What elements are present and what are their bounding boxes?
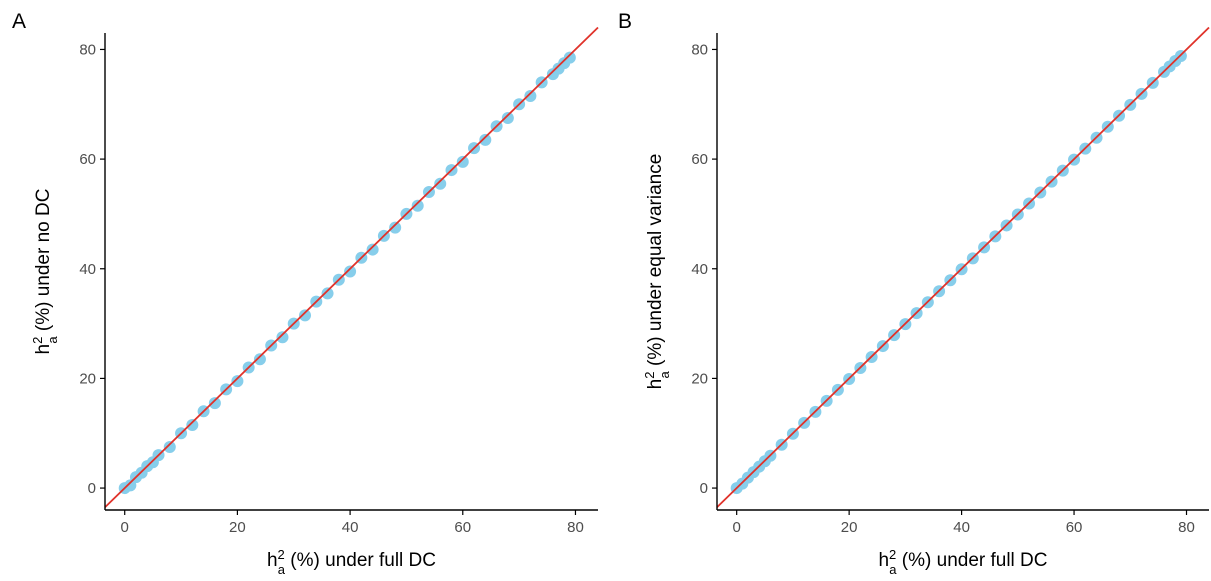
data-point: [276, 331, 289, 344]
x-axis-title: h2 a (%) under full DC: [267, 547, 436, 577]
y-axis-title-rest: (%) under no DC: [33, 189, 54, 337]
y-tick-label: 40: [691, 261, 708, 278]
data-point: [563, 51, 576, 64]
y-axis-title-superscript: 2: [642, 372, 657, 379]
data-point: [253, 353, 266, 366]
y-axis-title-superscript: 2: [30, 337, 45, 344]
y-tick-label: 80: [691, 41, 708, 58]
y-tick-label: 40: [79, 261, 96, 278]
data-point: [501, 111, 514, 124]
x-axis-title-subscript: a: [278, 562, 286, 577]
y-tick-label: 20: [79, 370, 96, 387]
panel-label: B: [618, 10, 632, 33]
chart-panel-b: B 0 20 40 60 80 0 20 40 60 80 h2 a (%) under full DC…: [612, 0, 1211, 581]
x-axis-title-superscript: 2: [278, 547, 285, 562]
y-tick-label: 80: [79, 41, 96, 58]
data-point: [231, 375, 244, 388]
chart-panel-a: A 0 20 40 60 80 0 20 40 60 80 h2 a (%) under full DC…: [0, 0, 605, 581]
x-axis-title-base: h: [878, 550, 889, 571]
reference-line: [716, 26, 1210, 508]
x-tick-label: 80: [567, 519, 584, 536]
x-tick-label: 20: [841, 519, 858, 536]
data-point: [366, 243, 379, 256]
y-axis-title-rest: (%) under equal variance: [645, 154, 666, 372]
panel-label: A: [12, 10, 26, 33]
y-tick-label: 0: [700, 480, 708, 497]
y-axis-title-subscript: a: [657, 371, 672, 379]
y-tick-label: 60: [79, 151, 96, 168]
data-point: [411, 199, 424, 212]
y-tick-label: 60: [691, 151, 708, 168]
data-point: [163, 440, 176, 453]
x-axis-title-superscript: 2: [889, 547, 896, 562]
y-axis-title-subscript: a: [45, 336, 60, 344]
y-axis-title: h2a (%) under no DC: [30, 189, 60, 355]
data-point: [186, 419, 199, 432]
x-tick-label: 0: [121, 519, 129, 536]
x-axis-title-subscript: a: [889, 562, 897, 577]
y-axis-title-base: h: [645, 379, 666, 390]
y-tick-label: 0: [88, 480, 96, 497]
x-axis-title-rest: (%) under full DC: [285, 550, 436, 571]
x-tick-label: 60: [454, 519, 471, 536]
y-tick-label: 20: [691, 370, 708, 387]
x-axis-title-rest: (%) under full DC: [897, 550, 1048, 571]
x-tick-label: 40: [953, 519, 970, 536]
data-point: [389, 221, 402, 234]
x-axis-title-base: h: [267, 550, 278, 571]
data-point: [321, 287, 334, 300]
data-point: [479, 133, 492, 146]
x-tick-label: 40: [342, 519, 359, 536]
y-axis-title-base: h: [33, 344, 54, 355]
x-tick-label: 80: [1178, 519, 1195, 536]
reference-line: [104, 26, 599, 508]
data-point: [208, 397, 221, 410]
y-axis-title: h2a (%) under equal variance: [642, 154, 672, 390]
data-point: [456, 155, 469, 168]
x-tick-label: 0: [733, 519, 741, 536]
data-point: [434, 177, 447, 190]
x-tick-label: 20: [229, 519, 246, 536]
data-point: [524, 90, 537, 103]
data-point: [299, 309, 312, 322]
x-axis-title: h2 a (%) under full DC: [878, 547, 1047, 577]
x-tick-label: 60: [1066, 519, 1083, 536]
data-point: [344, 265, 357, 278]
